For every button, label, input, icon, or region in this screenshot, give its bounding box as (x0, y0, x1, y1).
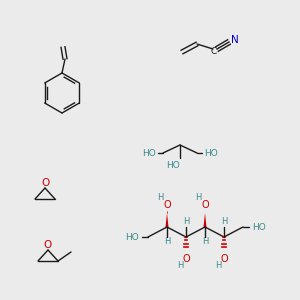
Text: H: H (164, 238, 170, 247)
Text: O: O (163, 200, 171, 210)
Text: C: C (211, 47, 217, 56)
Text: O: O (182, 254, 190, 264)
Polygon shape (203, 213, 206, 227)
Polygon shape (166, 213, 169, 227)
Text: HO: HO (166, 161, 180, 170)
Text: H: H (177, 262, 183, 271)
Text: HO: HO (252, 223, 266, 232)
Text: H: H (195, 194, 201, 202)
Text: O: O (201, 200, 209, 210)
Text: HO: HO (125, 232, 139, 242)
Text: H: H (221, 218, 227, 226)
Text: HO: HO (204, 148, 218, 158)
Text: H: H (183, 218, 189, 226)
Text: HO: HO (142, 148, 156, 158)
Text: O: O (44, 240, 52, 250)
Text: H: H (157, 194, 163, 202)
Text: H: H (202, 238, 208, 247)
Text: H: H (215, 262, 221, 271)
Text: O: O (220, 254, 228, 264)
Text: O: O (41, 178, 49, 188)
Text: N: N (231, 35, 239, 45)
